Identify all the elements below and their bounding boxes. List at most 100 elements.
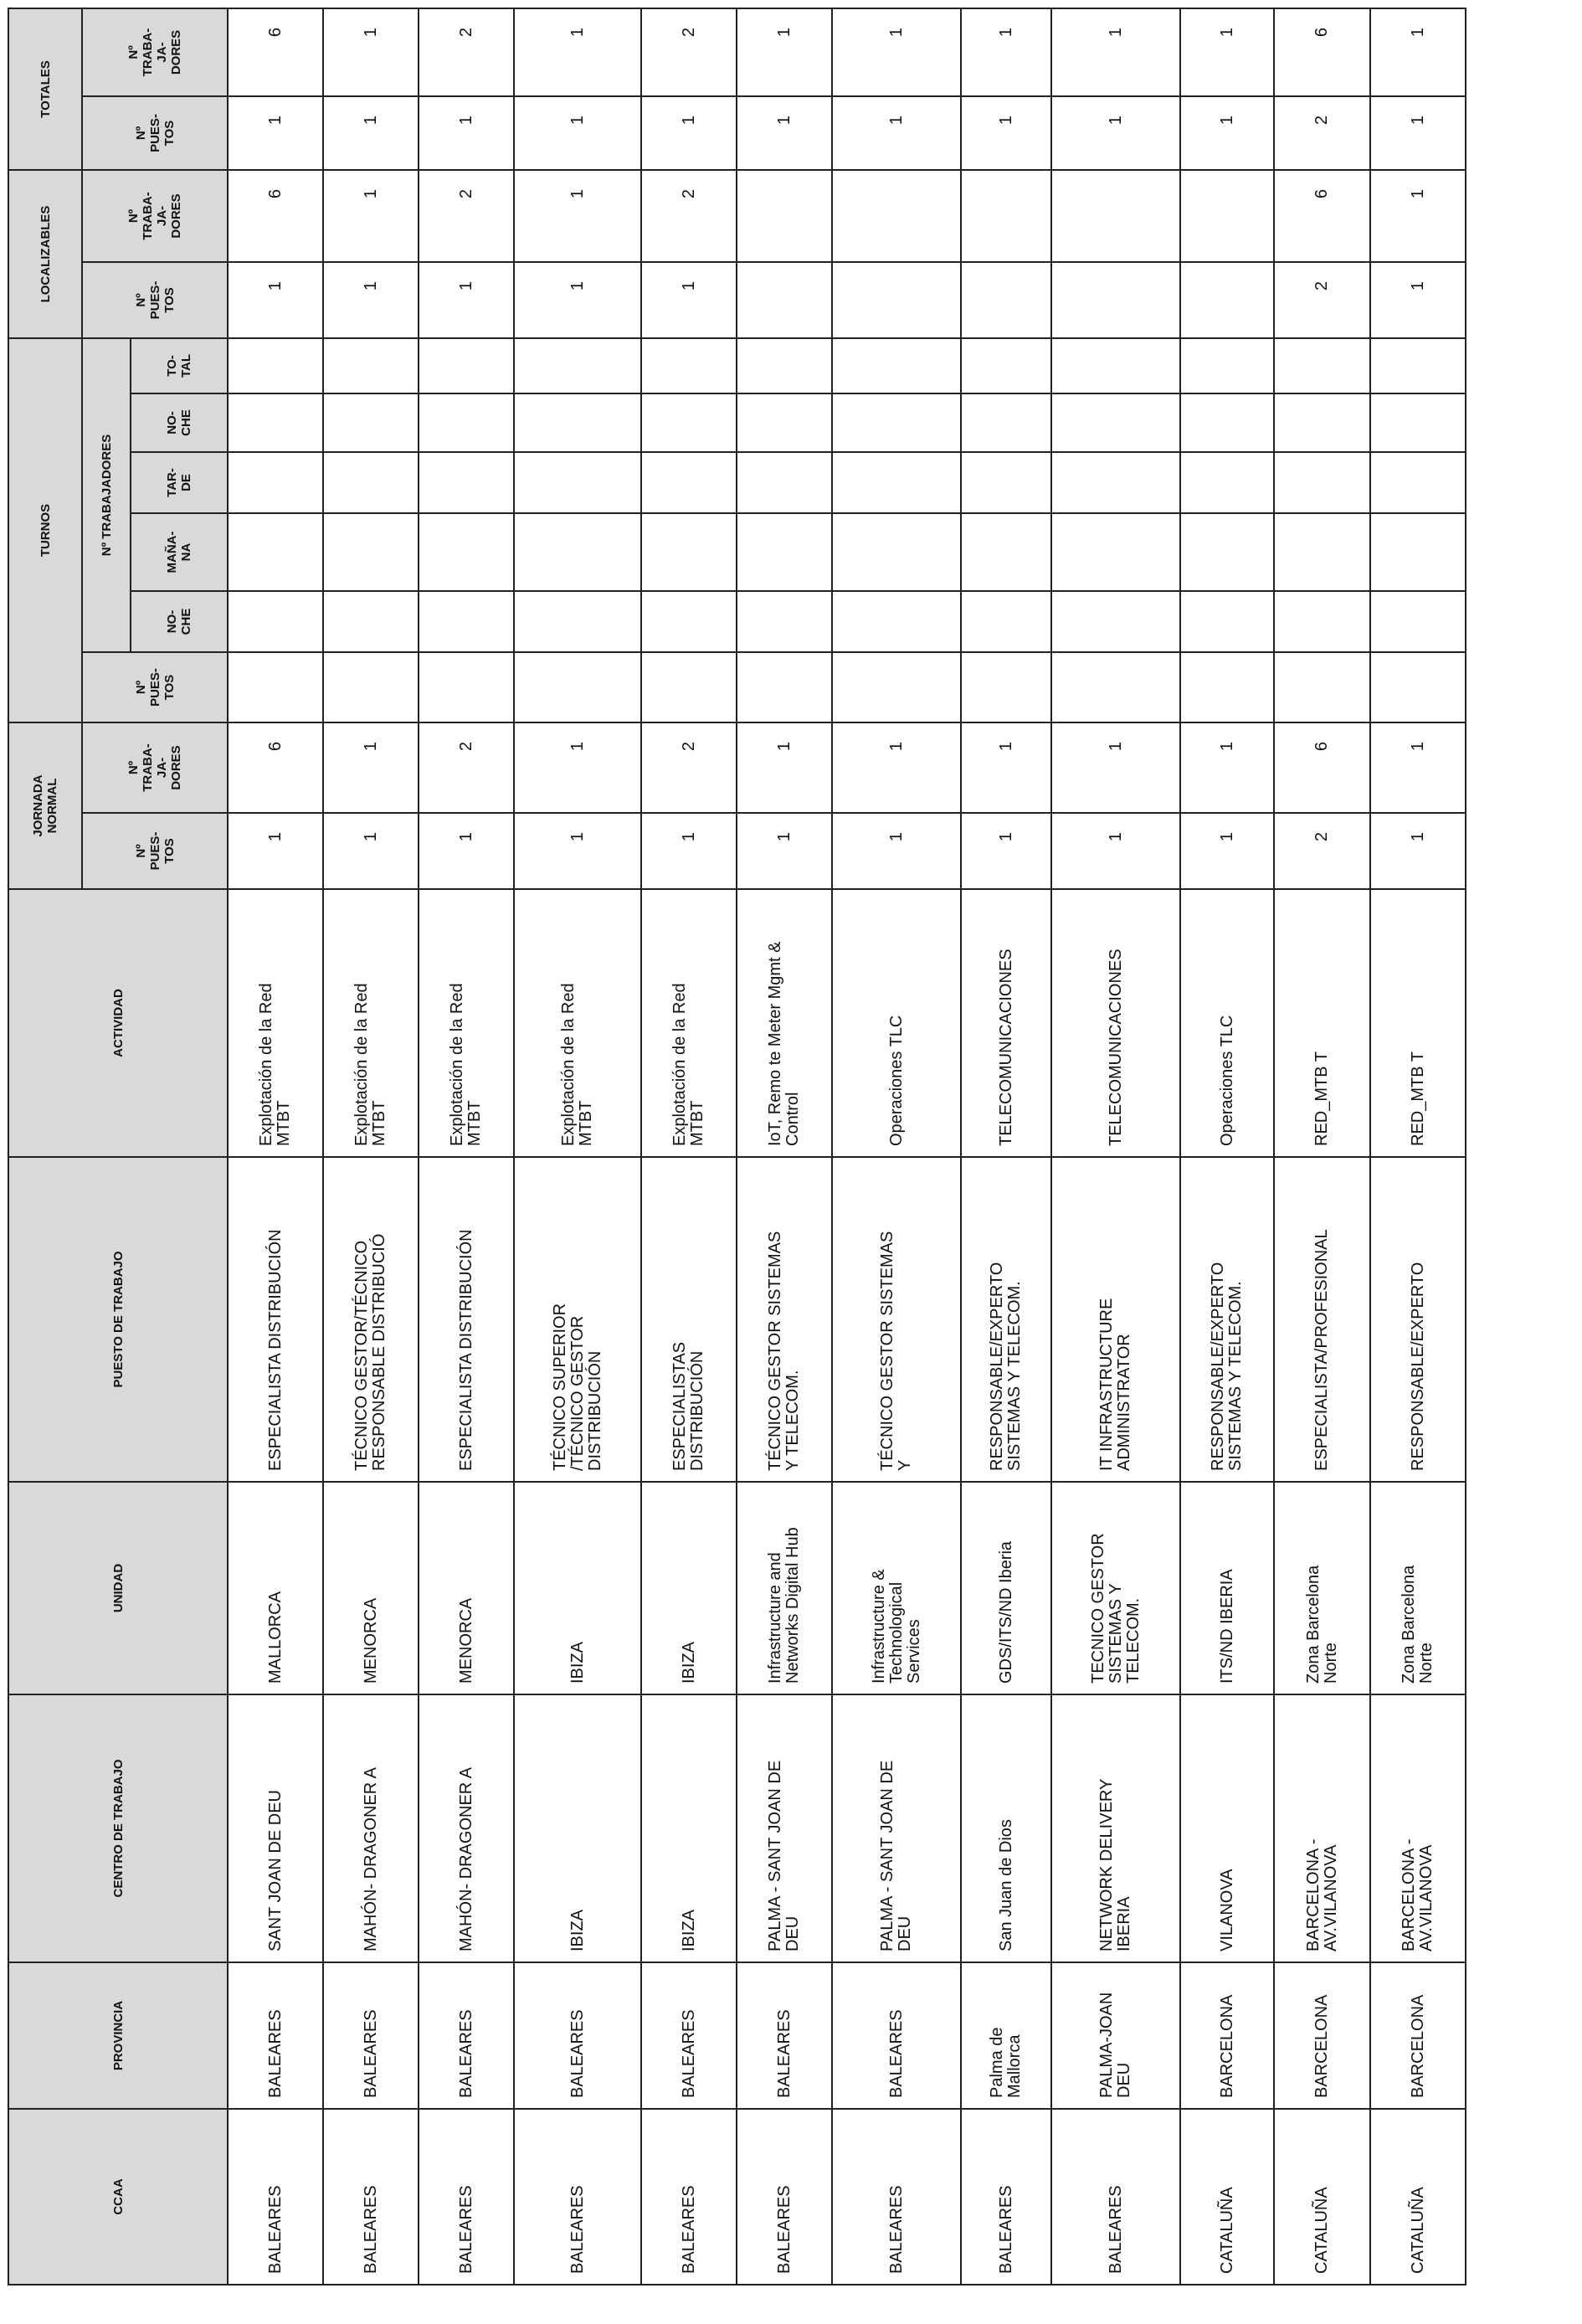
cell-t-tarde	[641, 452, 737, 513]
cell-actividad: RED_MTB T	[1370, 889, 1466, 1157]
cell-t-puestos	[641, 652, 737, 722]
cell-t-total	[1370, 338, 1466, 393]
cell-actividad: Explotación de la Red MTBT	[641, 889, 737, 1157]
cell-t-noche2	[641, 393, 737, 452]
cell-unidad: MALLORCA	[228, 1482, 323, 1694]
table-row: CATALUÑA BARCELONA BARCELONA - AV.VILANOVA…	[1370, 8, 1466, 2285]
cell-jn-puestos: 1	[641, 813, 737, 889]
cell-t-noche2	[514, 393, 641, 452]
cell-tot-trab: 2	[419, 8, 514, 96]
cell-actividad: Operaciones TLC	[832, 889, 961, 1157]
cell-centro: MAHÓN- DRAGONER A	[323, 1694, 419, 1962]
table-row: BALEARES BALEARES PALMA - SANT JOAN DE DEU…	[832, 8, 961, 2285]
cell-provincia: BALEARES	[323, 1962, 419, 2109]
cell-jn-puestos: 1	[228, 813, 323, 889]
cell-t-manana	[323, 513, 419, 591]
cell-jn-trab: 1	[737, 722, 832, 813]
cell-ccaa: BALEARES	[737, 2109, 832, 2285]
cell-t-total	[737, 338, 832, 393]
cell-tot-puestos: 1	[737, 95, 832, 170]
cell-provincia: BALEARES	[514, 1962, 641, 2109]
header-ccaa: CCAA	[8, 2109, 228, 2285]
cell-loc-trab: 6	[1274, 169, 1370, 262]
cell-jn-trab: 1	[1051, 722, 1180, 813]
cell-puesto: TÉCNICO GESTOR/TÉCNICO RESPONSABLE DISTR…	[323, 1157, 419, 1482]
cell-t-noche1	[419, 591, 514, 652]
cell-tot-trab: 1	[961, 8, 1051, 96]
cell-t-noche1	[737, 591, 832, 652]
cell-actividad: IoT, Remo te Meter Mgmt & Control	[737, 889, 832, 1157]
cell-loc-trab	[832, 169, 961, 262]
cell-t-puestos	[323, 652, 419, 722]
cell-jn-trab: 2	[641, 722, 737, 813]
cell-t-noche1	[1180, 591, 1274, 652]
cell-t-noche2	[1180, 393, 1274, 452]
cell-provincia: BALEARES	[228, 1962, 323, 2109]
cell-t-manana	[1051, 513, 1180, 591]
cell-t-tarde	[1180, 452, 1274, 513]
cell-puesto: TÉCNICO SUPERIOR /TÉCNICO GESTOR DISTRIB…	[514, 1157, 641, 1482]
cell-t-total	[1051, 338, 1180, 393]
cell-loc-puestos: 1	[641, 262, 737, 338]
cell-t-manana	[641, 513, 737, 591]
cell-provincia: BALEARES	[737, 1962, 832, 2109]
cell-provincia: BALEARES	[641, 1962, 737, 2109]
cell-tot-puestos: 1	[1180, 95, 1274, 170]
cell-t-manana	[514, 513, 641, 591]
cell-t-noche1	[323, 591, 419, 652]
header-turnos-puestos: Nº PUES- TOS	[82, 652, 228, 722]
cell-t-noche2	[737, 393, 832, 452]
header-localizables-trabajadores: Nº TRABA- JA- DORES	[82, 169, 228, 262]
cell-loc-puestos: 1	[228, 262, 323, 338]
cell-ccaa: BALEARES	[323, 2109, 419, 2285]
table-row: BALEARES BALEARES IBIZA IBIZA ESPECIALISTAS …	[641, 8, 737, 2285]
cell-unidad: TECNICO GESTOR SISTEMAS Y TELECOM.	[1051, 1482, 1180, 1694]
header-puesto: PUESTO DE TRABAJO	[8, 1157, 228, 1482]
cell-puesto: TÉCNICO GESTOR SISTEMAS Y TELECOM.	[737, 1157, 832, 1482]
cell-jn-puestos: 1	[419, 813, 514, 889]
cell-t-noche2	[1051, 393, 1180, 452]
cell-centro: IBIZA	[641, 1694, 737, 1962]
cell-tot-trab: 1	[1051, 8, 1180, 96]
cell-puesto: ESPECIALISTA DISTRIBUCIÓN	[419, 1157, 514, 1482]
cell-unidad: MENORCA	[419, 1482, 514, 1694]
staffing-table: CCAA PROVINCIA CENTRO DE TRABAJO UNIDAD …	[8, 8, 1466, 2285]
cell-loc-puestos	[832, 262, 961, 338]
cell-ccaa: CATALUÑA	[1180, 2109, 1274, 2285]
cell-jn-trab: 1	[1180, 722, 1274, 813]
header-manana: MAÑA- NA	[131, 513, 228, 591]
cell-loc-puestos	[961, 262, 1051, 338]
cell-tot-puestos: 2	[1274, 95, 1370, 170]
cell-jn-trab: 1	[514, 722, 641, 813]
cell-tot-puestos: 1	[323, 95, 419, 170]
cell-centro: BARCELONA - AV.VILANOVA	[1370, 1694, 1466, 1962]
cell-provincia: BALEARES	[419, 1962, 514, 2109]
cell-t-tarde	[737, 452, 832, 513]
cell-puesto: RESPONSABLE/EXPERTO SISTEMAS Y TELECOM.	[961, 1157, 1051, 1482]
header-jornada-trabajadores: Nº TRABA- JA- DORES	[82, 722, 228, 813]
header-actividad: ACTIVIDAD	[8, 889, 228, 1157]
cell-tot-puestos: 1	[419, 95, 514, 170]
cell-t-puestos	[1274, 652, 1370, 722]
cell-ccaa: BALEARES	[514, 2109, 641, 2285]
cell-t-puestos	[1370, 652, 1466, 722]
cell-t-puestos	[832, 652, 961, 722]
cell-ccaa: BALEARES	[961, 2109, 1051, 2285]
cell-centro: IBIZA	[514, 1694, 641, 1962]
cell-jn-trab: 2	[419, 722, 514, 813]
table-row: BALEARES PALMA-JOAN DEU NETWORK DELIVERY I…	[1051, 8, 1180, 2285]
cell-t-puestos	[228, 652, 323, 722]
cell-t-noche1	[1051, 591, 1180, 652]
cell-ccaa: BALEARES	[832, 2109, 961, 2285]
cell-centro: PALMA - SANT JOAN DE DEU	[737, 1694, 832, 1962]
cell-centro: SANT JOAN DE DEU	[228, 1694, 323, 1962]
cell-jn-puestos: 1	[737, 813, 832, 889]
cell-jn-puestos: 1	[1180, 813, 1274, 889]
cell-loc-puestos: 1	[514, 262, 641, 338]
cell-t-noche1	[832, 591, 961, 652]
header-tarde: TAR- DE	[131, 452, 228, 513]
cell-tot-puestos: 1	[514, 95, 641, 170]
cell-jn-trab: 1	[323, 722, 419, 813]
table-body: BALEARES BALEARES SANT JOAN DE DEU MALLORCA…	[228, 8, 1466, 2285]
